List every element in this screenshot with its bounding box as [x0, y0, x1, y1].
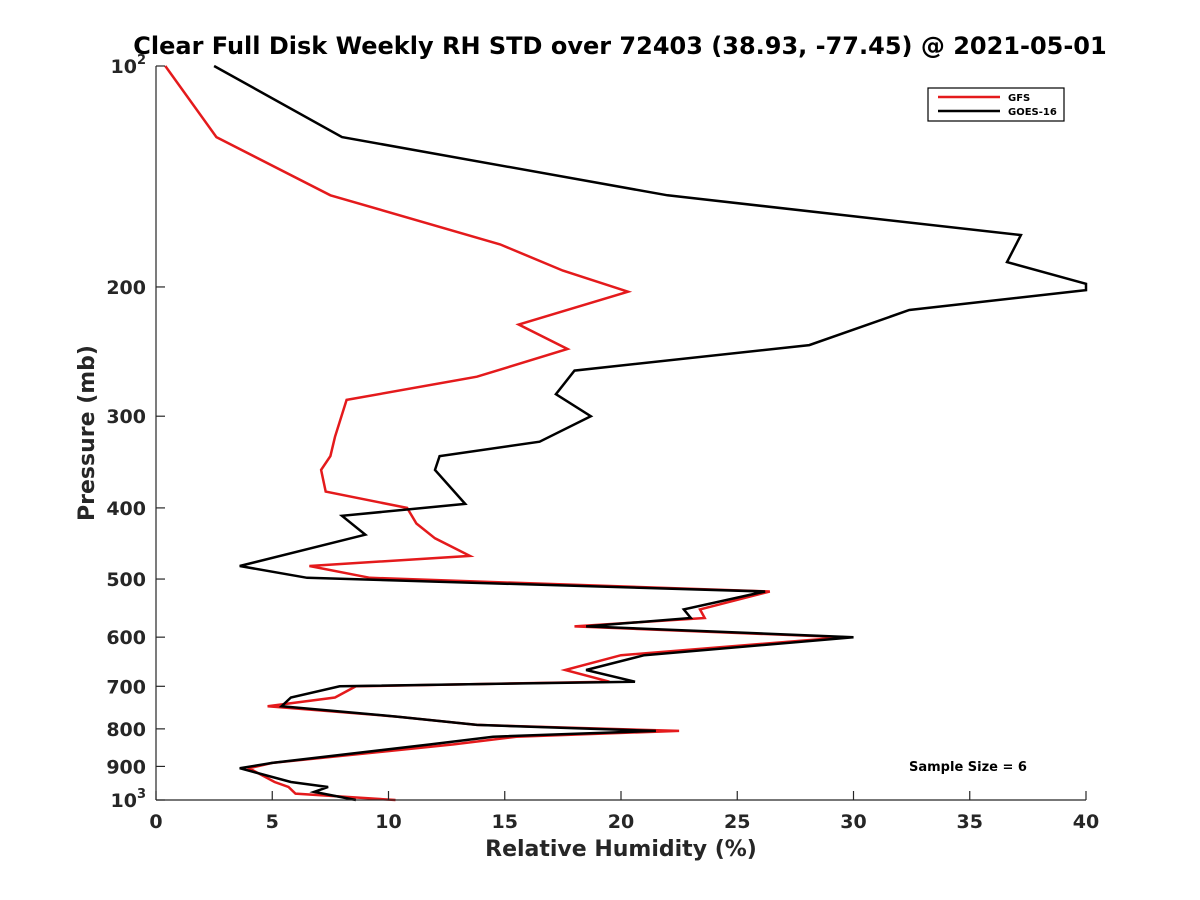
- x-tick-label: 40: [1073, 811, 1099, 833]
- y-tick-label: 200: [106, 277, 146, 299]
- y-tick-label: 300: [106, 406, 146, 428]
- axes-layer: 0 5 10 15 20 25 30 35 40 102 200 300 400 500 600 700 800…: [106, 53, 1099, 833]
- y-tick-label: 400: [106, 498, 146, 520]
- y-axis-label: Pressure (mb): [75, 345, 100, 521]
- y-tick-label: 500: [106, 569, 146, 591]
- x-axis-label: Relative Humidity (%): [485, 837, 757, 862]
- series-line-goes-16: [213, 64, 1088, 802]
- legend-label-gfs: GFS: [1008, 93, 1030, 104]
- x-tick-label: 5: [266, 811, 279, 833]
- y-tick-label: 700: [106, 676, 146, 698]
- legend: GFS GOES-16: [927, 87, 1065, 122]
- plot-area: 0 5 10 15 20 25 30 35 40 102 200 300 400 500 600 700 800…: [106, 53, 1099, 833]
- legend-label-goes-16: GOES-16: [1008, 107, 1057, 118]
- x-tick-label: 20: [608, 811, 634, 833]
- y-tick-label: 800: [106, 719, 146, 741]
- x-tick-label: 25: [724, 811, 750, 833]
- x-tick-label: 0: [149, 811, 162, 833]
- x-tick-label: 30: [840, 811, 866, 833]
- legend-box: [927, 87, 1065, 122]
- y-tick-label: 900: [106, 756, 146, 778]
- y-tick-label: 600: [106, 627, 146, 649]
- x-tick-label: 15: [492, 811, 518, 833]
- chart-title: Clear Full Disk Weekly RH STD over 72403…: [133, 32, 1106, 60]
- sample-size-annotation: Sample Size = 6: [909, 760, 1027, 775]
- x-tick-label: 10: [375, 811, 401, 833]
- y-tick-label: 103: [111, 787, 147, 812]
- series-layer: [164, 64, 1088, 802]
- y-tick-label: 102: [111, 53, 147, 78]
- x-tick-label: 35: [957, 811, 983, 833]
- series-line-gfs: [164, 65, 845, 802]
